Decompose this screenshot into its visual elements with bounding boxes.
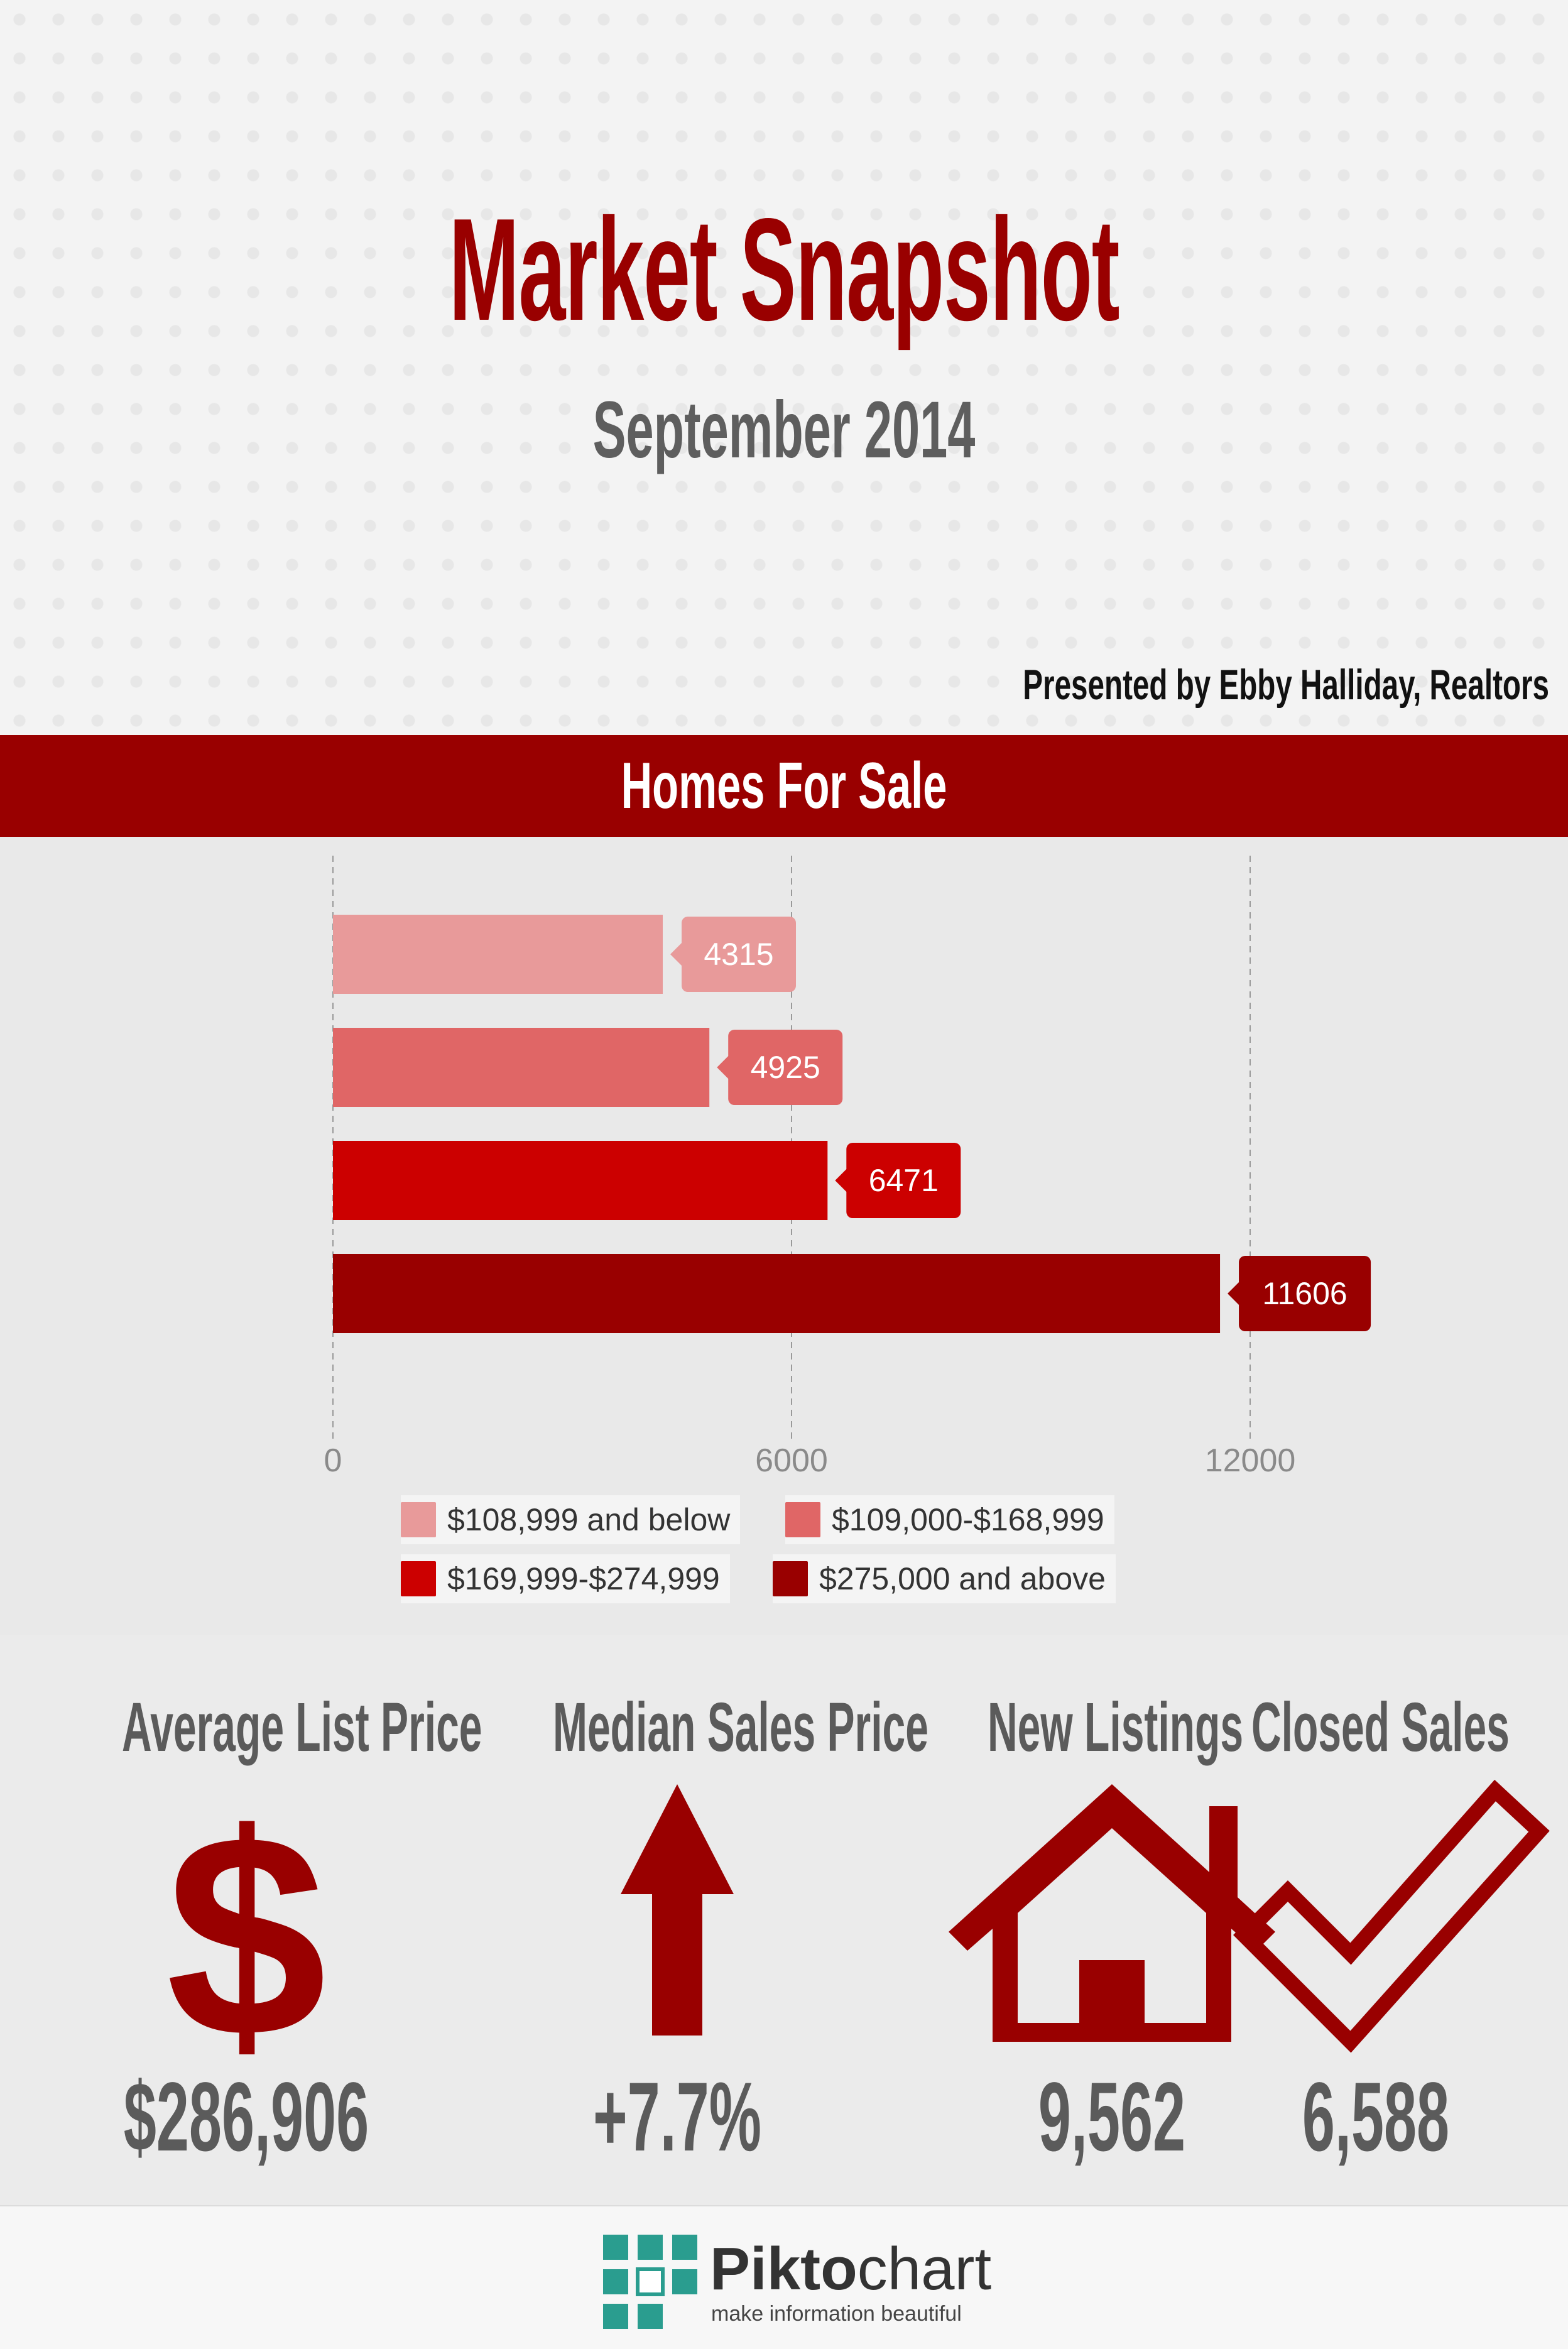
bar-value-callout: 6471 (835, 1143, 961, 1218)
bar-value-label: 4315 (704, 937, 773, 972)
page-title: Market Snapshot (449, 188, 1120, 351)
bar-value-label: 11606 (1262, 1276, 1347, 1311)
bar-value-callout: 4315 (670, 917, 796, 992)
stat-value: +7.7% (592, 2063, 761, 2172)
piktochart-brand: Piktochart (710, 2235, 991, 2304)
legend-item: $109,000-$168,999 (785, 1495, 1114, 1544)
page-subtitle: September 2014 (592, 385, 976, 475)
stat-label: Median Sales Price (553, 1689, 928, 1766)
piktochart-tagline: make information beautiful (711, 2302, 962, 2326)
legend-swatch (785, 1502, 820, 1537)
stat-value: $286,906 (123, 2063, 369, 2172)
legend-item: $275,000 and above (773, 1554, 1116, 1603)
stat-label: Average List Price (121, 1689, 482, 1766)
homes-for-sale-chart: 4315 4925 6471 11606 0 6000 12000 (324, 856, 1371, 1479)
legend-label: $275,000 and above (819, 1561, 1106, 1596)
legend-swatch (773, 1561, 808, 1596)
legend-item: $108,999 and below (401, 1495, 741, 1544)
footer: Piktochart make information beautiful (0, 2205, 1568, 2349)
stat-label: Closed Sales (1251, 1689, 1510, 1766)
legend-swatch (401, 1561, 436, 1596)
stat-value: 6,588 (1302, 2063, 1450, 2172)
x-tick-label: 0 (324, 1442, 342, 1479)
house-icon (949, 1784, 1275, 2042)
x-tick-label: 12000 (1205, 1442, 1296, 1479)
svg-text:$: $ (166, 1778, 327, 2054)
legend-label: $169,999-$274,999 (447, 1561, 720, 1596)
bar-value-callout: 11606 (1228, 1256, 1371, 1331)
stat-value: 9,562 (1038, 2063, 1186, 2172)
bar-value-callout: 4925 (717, 1030, 843, 1105)
bar (333, 915, 663, 994)
legend-swatch (401, 1502, 436, 1537)
up-arrow-icon (621, 1784, 734, 2036)
header: Market Snapshot September 2014 Presented… (0, 0, 1568, 735)
section-banner: Homes For Sale (0, 735, 1568, 837)
legend-label: $108,999 and below (447, 1502, 731, 1537)
bar (333, 1254, 1221, 1333)
dollar-icon: $ (166, 1778, 327, 2054)
bar-value-label: 6471 (869, 1163, 939, 1198)
bar-value-label: 4925 (751, 1050, 820, 1085)
x-tick-label: 6000 (755, 1442, 828, 1479)
section-title: Homes For Sale (621, 749, 947, 822)
stat-label: New Listings (988, 1689, 1244, 1766)
piktochart-logo: Piktochart make information beautiful (603, 2235, 991, 2329)
legend-label: $109,000-$168,999 (832, 1502, 1104, 1537)
brand-suffix: chart (857, 2235, 992, 2303)
bar (333, 1028, 710, 1107)
legend-item: $169,999-$274,999 (401, 1554, 730, 1603)
piktochart-logo-icon (603, 2235, 697, 2329)
stats-row: Average List Price $ $286,906 Median Sal… (0, 1684, 1568, 2172)
presented-by: Presented by Ebby Halliday, Realtors (1023, 661, 1549, 709)
brand-prefix: Pikto (710, 2235, 858, 2303)
checkmark-icon (1233, 1779, 1550, 2053)
bar (333, 1141, 828, 1220)
